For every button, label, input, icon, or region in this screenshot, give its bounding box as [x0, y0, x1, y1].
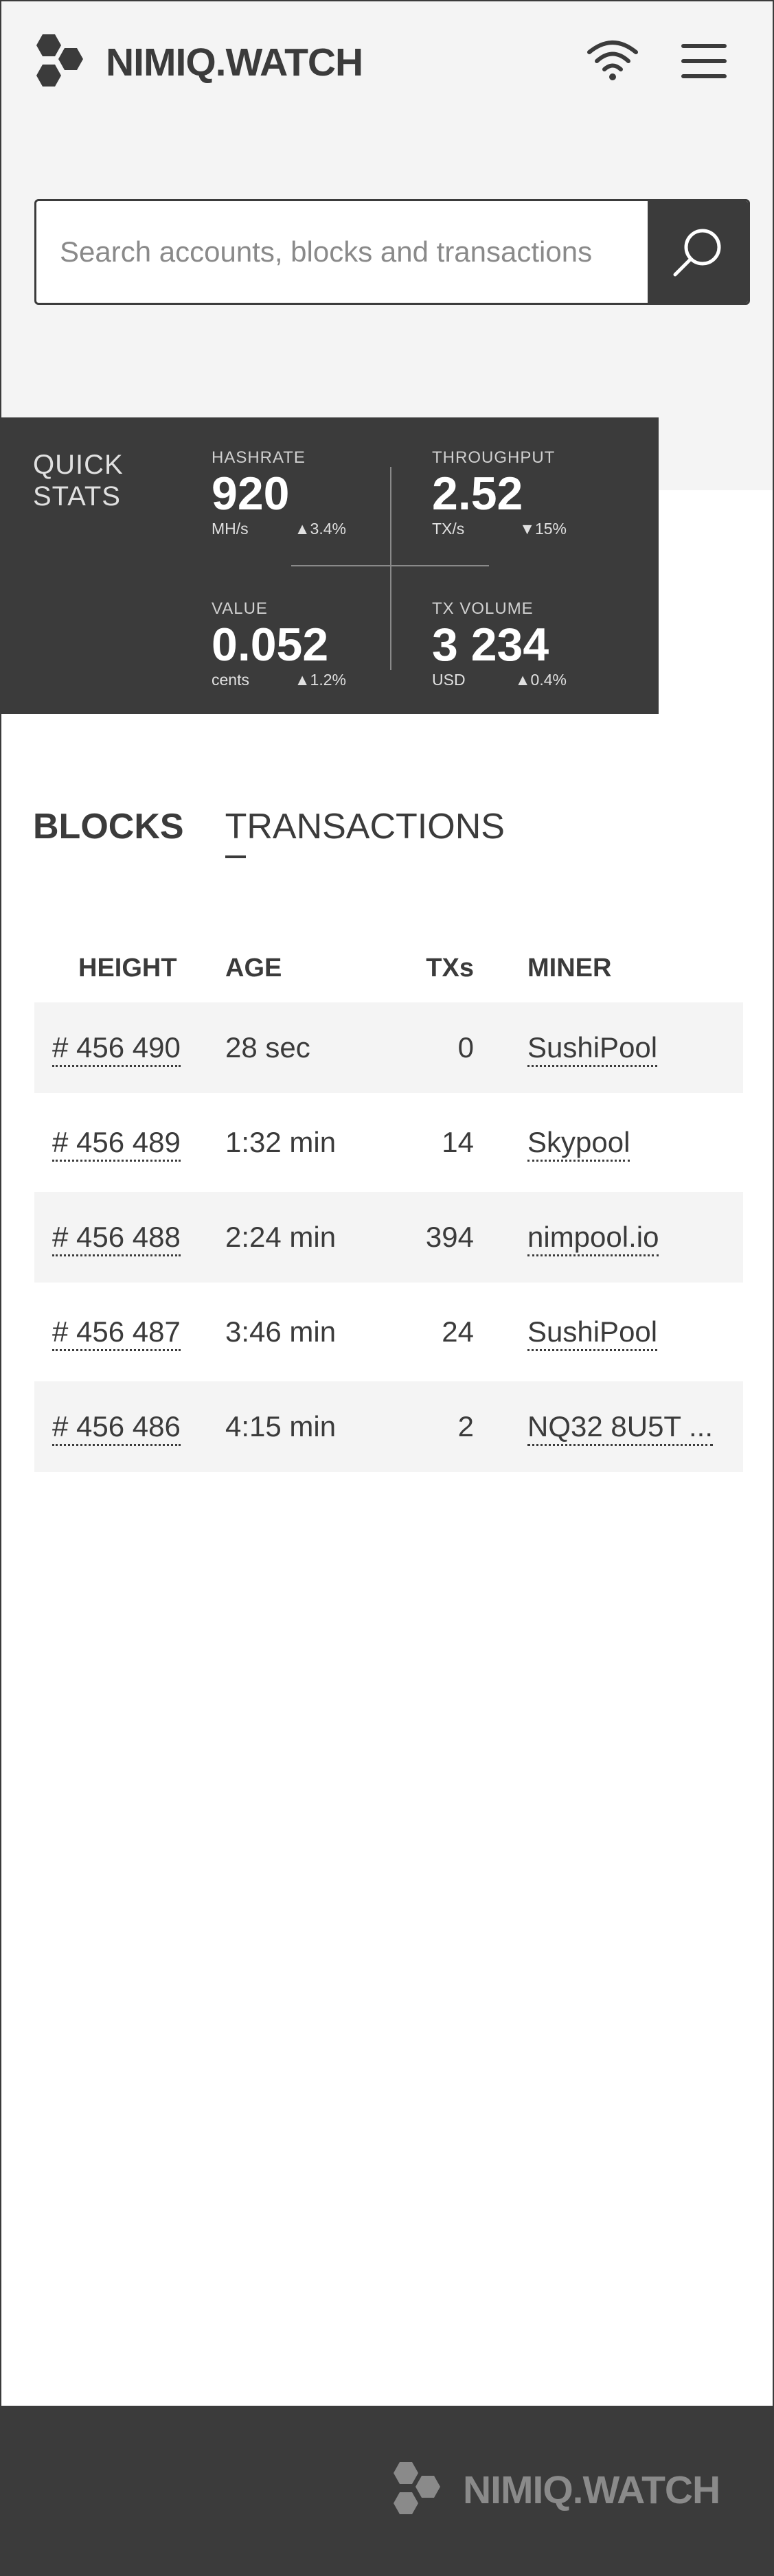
stat-value: 0.052 — [212, 619, 329, 671]
miner-link[interactable]: nimpool.io — [527, 1221, 659, 1256]
logo-text: NIMIQ.WATCH — [106, 41, 363, 84]
block-age: 4:15 min — [225, 1410, 337, 1442]
table-row[interactable]: # 456 490 28 sec 0 SushiPool — [34, 1002, 743, 1093]
block-txs: 24 — [442, 1315, 474, 1348]
block-age: 1:32 min — [225, 1126, 337, 1158]
tab-blocks[interactable]: BLOCKS — [33, 807, 184, 847]
stat-unit: TX/s — [432, 520, 465, 538]
column-header-age: AGE — [225, 953, 282, 982]
tab-transactions[interactable]: TRANSACTIONS — [225, 806, 505, 858]
block-age: 28 sec — [225, 1031, 310, 1063]
stat-value-cents: VALUE 0.052 cents ▲1.2% — [212, 599, 346, 689]
hexagon-logo-icon — [36, 34, 83, 87]
table-row[interactable]: # 456 488 2:24 min 394 nimpool.io — [34, 1192, 743, 1283]
block-age: 2:24 min — [225, 1221, 337, 1253]
tab-transactions-label: TRANSACTIONS — [225, 807, 505, 847]
footer-logo[interactable]: NIMIQ.WATCH — [390, 2461, 720, 2520]
miner-link[interactable]: SushiPool — [527, 1315, 658, 1351]
block-txs: 2 — [457, 1410, 474, 1442]
stat-unit: USD — [432, 671, 466, 689]
stat-label: THROUGHPUT — [432, 448, 556, 467]
stat-value: 3 234 — [432, 619, 549, 671]
stat-change: ▲0.4% — [514, 671, 567, 689]
stat-value: 2.52 — [432, 468, 523, 520]
wifi-icon[interactable] — [585, 38, 640, 82]
stat-tx-volume: TX VOLUME 3 234 USD ▲0.4% — [432, 599, 567, 689]
stat-throughput: THROUGHPUT 2.52 TX/s ▼15% — [432, 448, 567, 538]
stat-hashrate: HASHRATE 920 MH/s ▲3.4% — [212, 448, 346, 538]
block-height-link[interactable]: # 456 490 — [52, 1031, 181, 1067]
stat-value: 920 — [212, 468, 290, 520]
block-txs: 14 — [442, 1126, 474, 1158]
hamburger-menu-icon[interactable] — [681, 44, 727, 80]
table-header: HEIGHT AGE TXs MINER — [34, 934, 743, 1002]
block-txs: 394 — [425, 1221, 474, 1253]
block-height-link[interactable]: # 456 488 — [52, 1221, 181, 1256]
stat-label: HASHRATE — [212, 448, 306, 467]
miner-link[interactable]: SushiPool — [527, 1031, 658, 1067]
miner-link[interactable]: NQ32 8U5T ... — [527, 1410, 714, 1446]
stat-change: ▲1.2% — [294, 671, 346, 689]
tab-underline — [225, 855, 246, 858]
search-button[interactable] — [648, 201, 748, 303]
column-header-miner: MINER — [527, 953, 612, 982]
quick-stats-title: QUICK STATS — [33, 450, 124, 511]
column-header-height: HEIGHT — [78, 953, 177, 982]
block-height-link[interactable]: # 456 489 — [52, 1126, 181, 1162]
footer-logo-text: NIMIQ.WATCH — [463, 2468, 720, 2512]
table-row[interactable]: # 456 487 3:46 min 24 SushiPool — [34, 1287, 743, 1377]
block-age: 3:46 min — [225, 1315, 337, 1348]
page-footer: NIMIQ.WATCH — [1, 2406, 773, 2575]
miner-link[interactable]: Skypool — [527, 1126, 630, 1162]
stat-unit: cents — [212, 671, 249, 689]
stat-label: TX VOLUME — [432, 599, 534, 618]
block-txs: 0 — [457, 1031, 474, 1063]
tab-bar: BLOCKS TRANSACTIONS — [33, 806, 546, 858]
site-logo[interactable]: NIMIQ.WATCH — [33, 33, 363, 92]
table-row[interactable]: # 456 486 4:15 min 2 NQ32 8U5T ... — [34, 1381, 743, 1472]
stats-divider-horizontal — [291, 565, 489, 566]
stat-change: ▲3.4% — [294, 520, 346, 538]
stats-divider-vertical — [390, 467, 391, 670]
block-height-link[interactable]: # 456 487 — [52, 1315, 181, 1351]
table-row[interactable]: # 456 489 1:32 min 14 Skypool — [34, 1097, 743, 1188]
block-height-link[interactable]: # 456 486 — [52, 1410, 181, 1446]
search-bar — [34, 199, 750, 305]
stat-change: ▼15% — [519, 520, 567, 538]
blocks-table: HEIGHT AGE TXs MINER # 456 490 28 sec 0 … — [34, 934, 743, 1476]
column-header-txs: TXs — [426, 953, 474, 982]
stat-label: VALUE — [212, 599, 268, 618]
search-icon — [673, 229, 721, 277]
search-input[interactable] — [36, 201, 648, 303]
quick-stats-panel: QUICK STATS HASHRATE 920 MH/s ▲3.4% THROU… — [1, 417, 659, 714]
hexagon-logo-icon — [394, 2462, 440, 2514]
stat-unit: MH/s — [212, 520, 249, 538]
